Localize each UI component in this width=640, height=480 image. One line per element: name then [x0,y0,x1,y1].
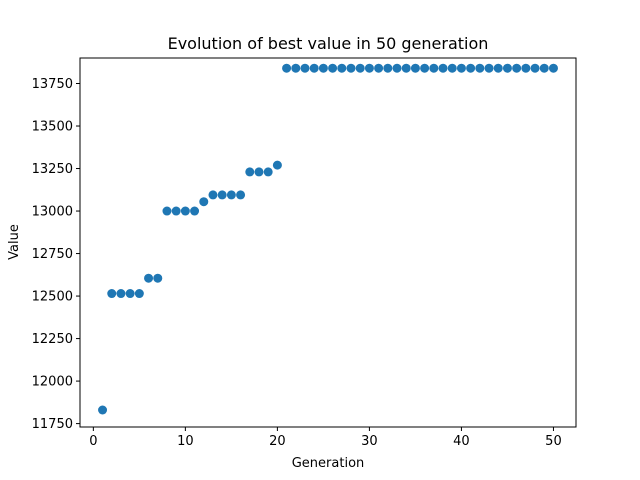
data-point [134,289,144,299]
y-tick-label: 12000 [32,375,73,390]
data-point [171,206,181,216]
data-point [512,63,522,73]
data-point [254,167,264,177]
plot-area [98,63,558,415]
data-point [199,197,209,207]
y-tick-label: 12500 [32,290,73,305]
data-point [263,167,273,177]
data-point [245,167,255,177]
data-point [374,63,384,73]
y-tick-label: 12750 [32,247,73,262]
data-point [502,63,512,73]
data-point [429,63,439,73]
y-tick-label: 13000 [32,205,73,220]
data-point [484,63,494,73]
y-tick-label: 12250 [32,332,73,347]
data-point [521,63,531,73]
data-point [410,63,420,73]
data-point [392,63,402,73]
data-point [190,206,200,216]
data-point [456,63,466,73]
data-point [318,63,328,73]
data-point [282,63,292,73]
x-tick-label: 20 [269,434,286,449]
data-point [107,289,117,299]
chart-title: Evolution of best value in 50 generation [168,34,489,53]
data-point [125,289,135,299]
x-tick-label: 0 [89,434,97,449]
data-point [337,63,347,73]
data-point [144,273,154,283]
data-point [309,63,319,73]
data-point [180,206,190,216]
data-point [272,160,282,170]
data-point [447,63,457,73]
data-point [355,63,365,73]
data-point [217,190,227,200]
data-point [153,273,163,283]
data-point [328,63,338,73]
data-point [438,63,448,73]
data-point [162,206,172,216]
x-tick-label: 50 [545,434,562,449]
data-point [346,63,356,73]
y-axis: 11750 12000 12250 12500 12750 13000 13250 13500… [32,77,80,432]
data-point [493,63,503,73]
data-point [291,63,301,73]
data-point [420,63,430,73]
data-point [401,63,411,73]
x-tick-label: 40 [453,434,470,449]
data-point [300,63,310,73]
data-point [116,289,126,299]
x-axis-label: Generation [292,456,365,471]
x-axis: 0 10 20 30 40 50 [89,427,562,449]
data-point [475,63,485,73]
y-tick-label: 13250 [32,162,73,177]
data-point [539,63,549,73]
axes-frame [79,57,577,428]
data-point [548,63,558,73]
data-point [383,63,393,73]
data-point [226,190,236,200]
x-tick-label: 10 [177,434,194,449]
data-point [530,63,540,73]
data-point [98,405,108,415]
x-tick-label: 30 [361,434,378,449]
y-tick-label: 13500 [32,120,73,135]
data-point [364,63,374,73]
y-tick-label: 11750 [32,417,73,432]
y-axis-label: Value [7,224,22,260]
data-point [466,63,476,73]
data-point [208,190,218,200]
y-tick-label: 13750 [32,77,73,92]
data-point [236,190,246,200]
